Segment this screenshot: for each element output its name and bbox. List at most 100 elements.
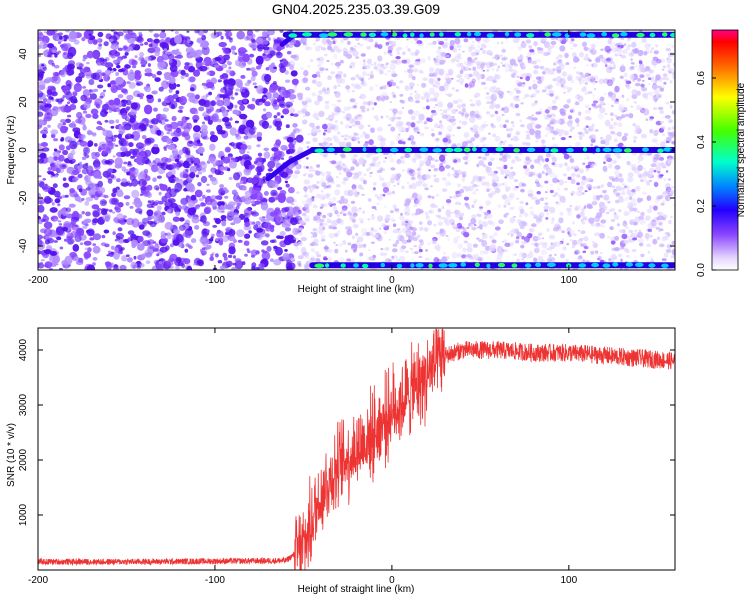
heatmap-cell (336, 164, 343, 171)
heatmap-cell (243, 135, 249, 140)
heatmap-cell (66, 42, 71, 48)
heatmap-cell (508, 68, 513, 72)
heatmap-cell (346, 141, 352, 148)
heatmap-cell (418, 245, 422, 250)
heatmap-cell (320, 189, 324, 193)
heatmap-cell (604, 45, 611, 53)
heatmap-cell (153, 144, 159, 148)
heatmap-cell (553, 192, 559, 197)
heatmap-cell (107, 178, 113, 184)
heatmap-cell (568, 229, 575, 236)
heatmap-cell (350, 61, 356, 66)
heatmap-cell (256, 131, 263, 137)
heatmap-cell (508, 175, 515, 180)
heatmap-cell (658, 195, 664, 200)
heatmap-cell (400, 212, 403, 216)
heatmap-cell (84, 218, 92, 224)
heatmap-cell (547, 84, 553, 90)
heatmap-cell (301, 100, 308, 106)
heatmap-cell (312, 228, 317, 231)
heatmap-cell (638, 229, 642, 232)
heatmap-cell (331, 113, 335, 117)
heatmap-cell (564, 181, 567, 184)
heatmap-cell (560, 84, 564, 87)
heatmap-cell (366, 168, 370, 172)
heatmap-cell (512, 219, 516, 222)
heatmap-cell (635, 125, 641, 131)
heatmap-cell (144, 138, 151, 145)
heatmap-cell (374, 193, 379, 198)
heatmap-cell (428, 87, 435, 95)
heatmap-cell (540, 197, 544, 201)
heatmap-cell (128, 82, 136, 89)
heatmap-cell (176, 167, 180, 170)
heatmap-cell (651, 138, 658, 143)
heatmap-cell (125, 33, 132, 40)
heatmap-cell (339, 219, 344, 223)
heatmap-cell (578, 134, 583, 140)
heatmap-cell (268, 125, 272, 129)
heatmap-cell (637, 161, 640, 164)
heatmap-cell (50, 97, 54, 101)
heatmap-cell (448, 182, 452, 186)
heatmap-cell (101, 128, 106, 132)
heatmap-cell (648, 69, 654, 74)
heatmap-cell (43, 228, 53, 236)
heatmap-cell (194, 189, 203, 198)
heatmap-cell (356, 244, 363, 249)
heatmap-cell (532, 79, 536, 83)
heatmap-cell (312, 130, 316, 134)
heatmap-cell (346, 228, 353, 236)
heatmap-cell (533, 158, 541, 164)
heatmap-cell (209, 256, 214, 262)
heatmap-cell (481, 234, 487, 239)
heatmap-cell (380, 137, 387, 142)
heatmap-cell (610, 112, 614, 116)
heatmap-cell (164, 123, 173, 132)
heatmap-cell (303, 100, 306, 103)
heatmap-cell (193, 163, 198, 166)
heatmap-cell (389, 153, 394, 156)
heatmap-cell (610, 219, 616, 222)
heatmap-cell (433, 177, 440, 183)
heatmap-cell (463, 131, 470, 138)
heatmap-cell (117, 133, 123, 140)
heatmap-cell (294, 212, 300, 217)
heatmap-cell (156, 265, 164, 270)
heatmap-cell (116, 213, 124, 221)
heatmap-cell (602, 165, 608, 172)
heatmap-cell (551, 105, 558, 111)
heatmap-cell (527, 60, 531, 64)
heatmap-cell (619, 107, 625, 112)
heatmap-cell (144, 175, 151, 181)
heatmap-cell (503, 239, 507, 243)
heatmap-cell (613, 214, 620, 220)
heatmap-cell (586, 156, 590, 160)
heatmap-cell (477, 156, 482, 159)
heatmap-cell (545, 172, 549, 176)
heatmap-cell (430, 238, 437, 245)
heatmap-cell (577, 95, 584, 102)
heatmap-cell (583, 127, 587, 131)
heatmap-cell (527, 116, 533, 120)
heatmap-cell (284, 79, 291, 83)
heatmap-cell (379, 239, 383, 242)
heatmap-cell (201, 45, 210, 56)
heatmap-cell (592, 198, 598, 203)
heatmap-cell (486, 203, 490, 206)
heatmap-cell (385, 84, 389, 87)
heatmap-cell (238, 60, 247, 69)
heatmap-cell (186, 39, 191, 44)
heatmap-cell (342, 213, 347, 217)
heatmap-cell (464, 256, 468, 259)
heatmap-cell (414, 51, 419, 55)
heatmap-cell (291, 202, 295, 206)
heatmap-cell (82, 110, 88, 114)
heatmap-cell (607, 163, 613, 169)
heatmap-cell (189, 87, 195, 92)
heatmap-cell (75, 76, 83, 83)
heatmap-cell (594, 250, 599, 255)
heatmap-cell (414, 52, 419, 57)
heatmap-cell (53, 138, 58, 142)
heatmap-cell (584, 246, 589, 250)
